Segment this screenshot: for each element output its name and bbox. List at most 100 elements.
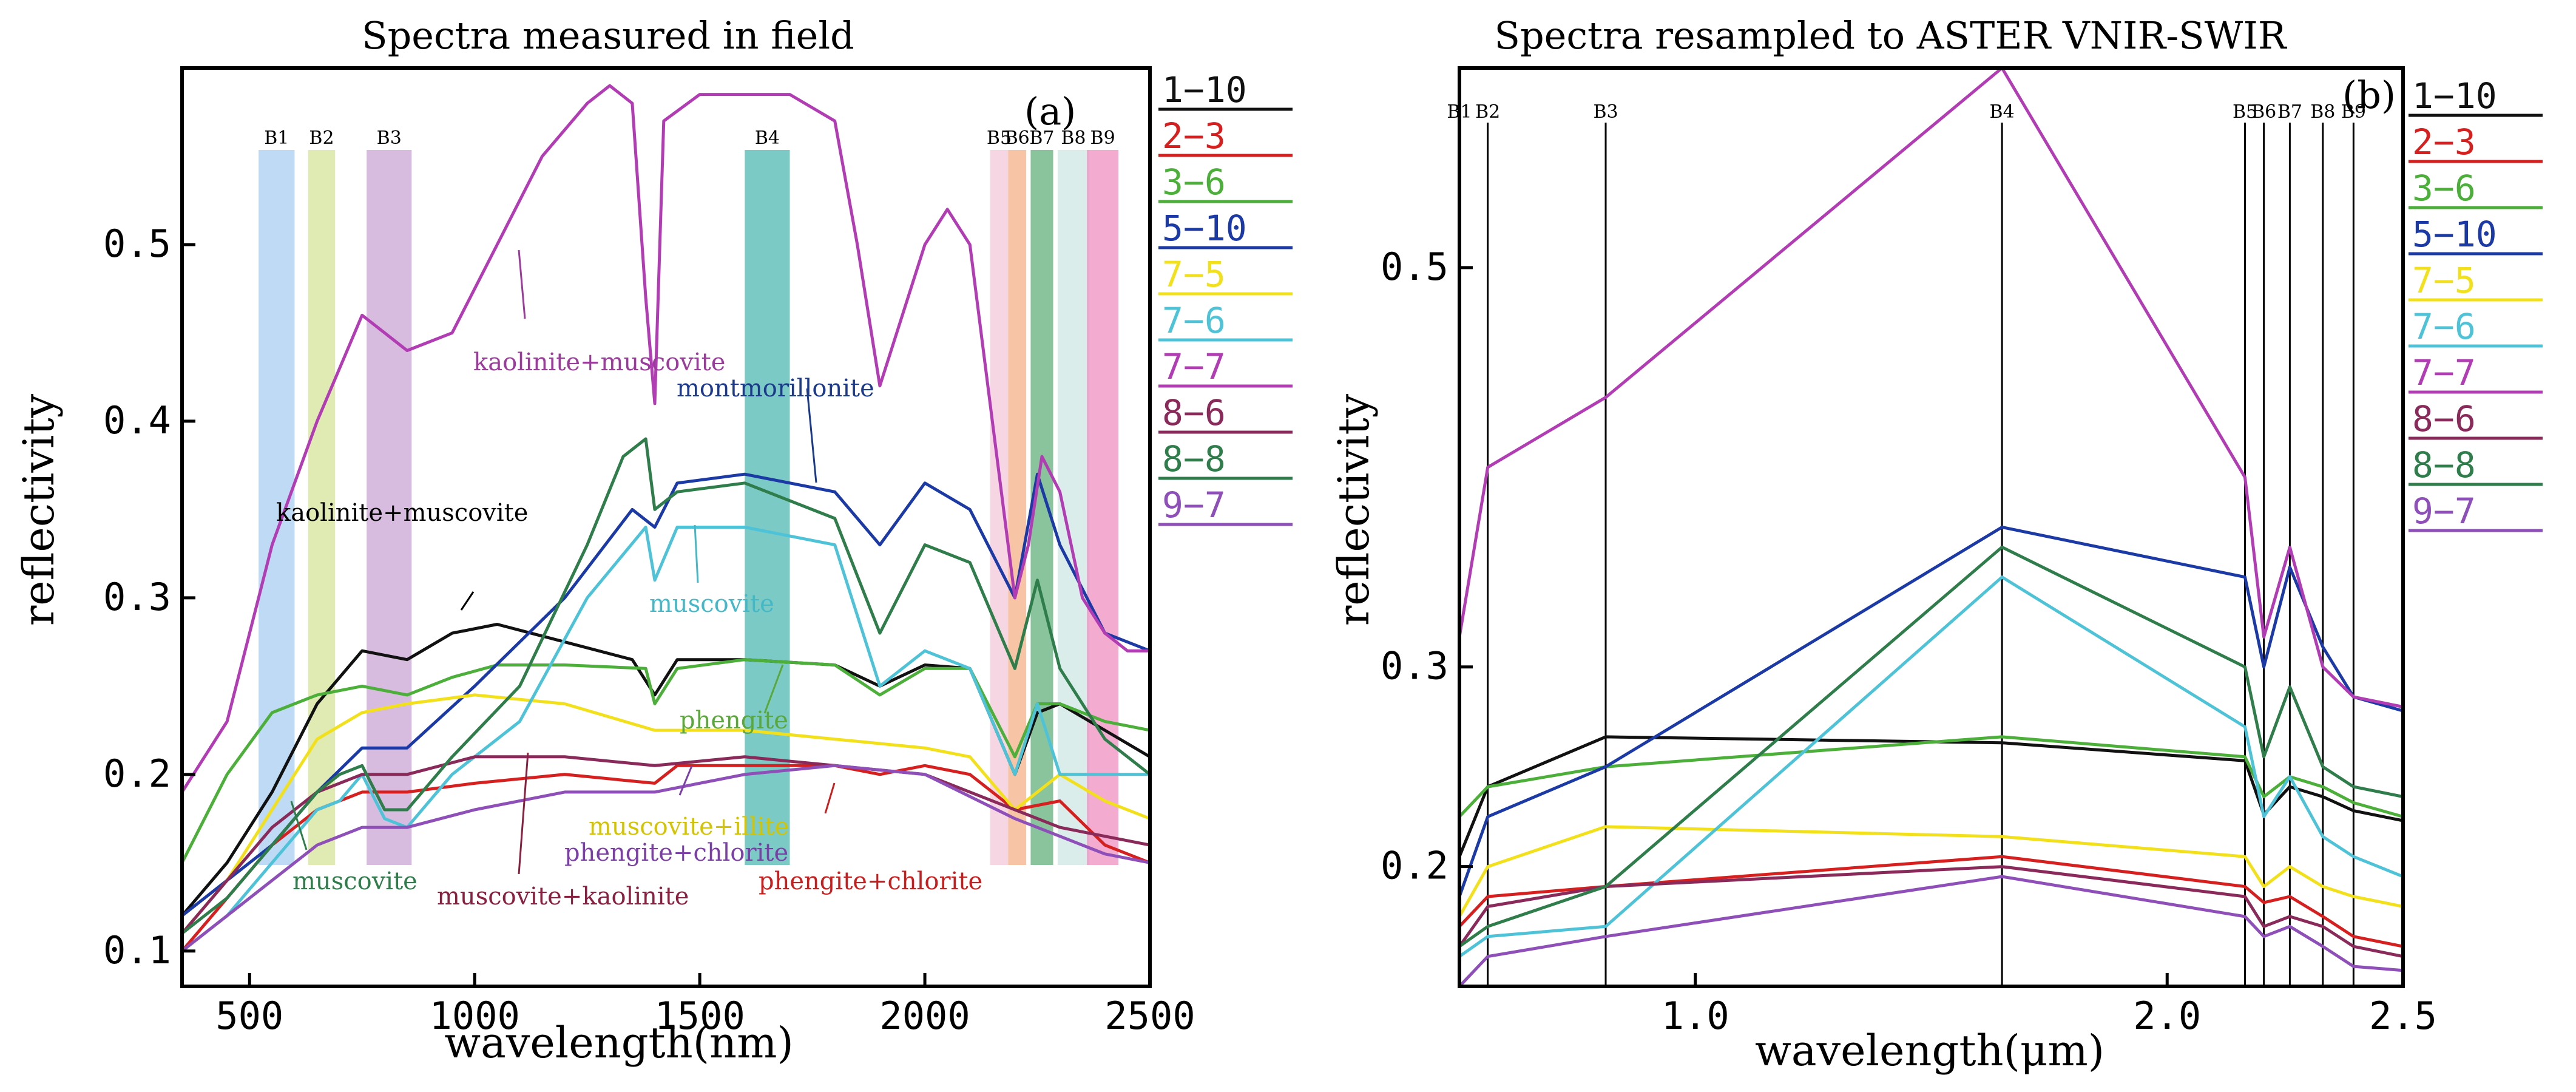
band-label-b8: B8 <box>2310 101 2335 123</box>
series-5-10 <box>1458 526 2404 897</box>
y-tick-label: 0.2 <box>1381 844 1449 888</box>
series-8-8 <box>1458 545 2404 948</box>
series-5-10 <box>181 472 1151 917</box>
x-tick-label: 2.5 <box>2369 994 2437 1038</box>
annotation-muscovite-1: muscovite <box>649 590 774 618</box>
band-label-b3: B3 <box>377 127 402 149</box>
legend-label: 3−6 <box>2412 168 2476 209</box>
x-tick-label: 2000 <box>879 994 970 1038</box>
band-label-b7: B7 <box>2277 101 2302 123</box>
panel-b-legend: 1−102−3 3−6 5−10 7−5 7−6 7−7 8−6 8−89−7 <box>2409 75 2543 532</box>
x-tick-label: 1500 <box>654 994 745 1038</box>
legend-label: 2−3 <box>1162 115 1226 157</box>
band-label-b8: B8 <box>1061 127 1086 149</box>
annotation-phengite: phengite <box>680 707 788 734</box>
annotation-arrow <box>824 782 836 814</box>
band-b9 <box>1087 150 1119 865</box>
x-tick-label: 2500 <box>1104 994 1195 1038</box>
legend-label: 7−5 <box>1162 254 1226 295</box>
panel-a-ylabel: reflectivity <box>14 393 64 626</box>
band-label-b9: B9 <box>1090 127 1115 149</box>
panel-a-axes: 500 1000 1500 2000 2500 0.1 0.2 0.3 0.4 0.5 <box>103 222 1195 1038</box>
annotation-arrow <box>763 664 784 714</box>
annotation-kaolinite-muscovite-2: kaolinite+muscovite <box>276 499 528 527</box>
band-b1 <box>259 150 295 865</box>
y-tick-label: 0.4 <box>103 398 171 443</box>
band-label-b3: B3 <box>1593 101 1618 123</box>
series-3-6 <box>180 658 1151 864</box>
annotation-arrow <box>694 524 699 583</box>
band-label-b4: B4 <box>1990 101 2015 123</box>
y-tick-label: 0.5 <box>1381 245 1449 289</box>
legend-label: 7−6 <box>2412 306 2476 347</box>
panel-b: Spectra resampled to ASTER VNIR-SWIR B1 B… <box>1329 13 2543 1076</box>
panel-b-ylabel: reflectivity <box>1329 393 1379 626</box>
legend-label: 8−6 <box>1162 392 1226 433</box>
series-7-6 <box>181 526 1150 952</box>
band-label-b6: B6 <box>2251 101 2276 123</box>
x-tick-label: 500 <box>215 994 283 1038</box>
panel-a-legend: 1−10 2−33−6 5−10 7−5 7−6 7−7 8−6 8−89−7 <box>1158 69 1293 526</box>
legend-label: 9−7 <box>2412 490 2476 532</box>
series-9-7 <box>181 764 1151 952</box>
panel-b-axes: 1.0 2.0 2.5 0.2 0.3 0.5 <box>1381 245 2437 1038</box>
legend-label: 5−10 <box>2412 214 2497 255</box>
legend-label: 9−7 <box>1162 484 1226 526</box>
panel-b-series <box>1458 66 2404 988</box>
legend-label: 5−10 <box>1162 208 1247 249</box>
legend-label: 7−5 <box>2412 260 2476 301</box>
panel-a-title: Spectra measured in field <box>362 13 854 58</box>
legend-label: 7−7 <box>2412 352 2476 393</box>
band-b6 <box>1008 150 1026 865</box>
series-1-10 <box>1458 735 2404 858</box>
series-7-7 <box>180 84 1150 793</box>
band-b5 <box>990 150 1009 865</box>
band-b3 <box>367 150 412 865</box>
legend-label: 8−8 <box>2412 444 2476 486</box>
legend-label: 3−6 <box>1162 161 1226 203</box>
annotation-montmorillonite: montmorillonite <box>677 375 874 402</box>
legend-label: 8−8 <box>1162 438 1226 480</box>
y-tick-label: 0.3 <box>103 575 171 619</box>
panel-b-label: (b) <box>2342 73 2396 117</box>
panel-b-title: Spectra resampled to ASTER VNIR-SWIR <box>1494 13 2287 58</box>
panel-a-frame <box>180 66 1152 988</box>
x-tick-label: 1.0 <box>1662 994 1729 1038</box>
annotation-arrow <box>290 801 308 850</box>
panel-a-annotations: kaolinite+muscovite montmorillonite kaol… <box>276 249 982 911</box>
annotation-muscovite-illite: muscovite+illite <box>589 813 789 841</box>
band-label-b2: B2 <box>309 127 334 149</box>
series-7-7 <box>1458 66 2404 708</box>
series-7-5 <box>1458 825 2404 918</box>
panel-a-label: (a) <box>1024 89 1076 134</box>
band-label-b1: B1 <box>264 127 289 149</box>
annotation-arrow <box>518 752 529 875</box>
panel-a-series <box>180 84 1151 952</box>
panel-b-frame <box>1458 66 2405 988</box>
band-label-b4: B4 <box>755 127 780 149</box>
band-label-b6: B6 <box>1005 127 1030 149</box>
series-2-3 <box>1458 855 2404 948</box>
series-8-6 <box>1458 865 2404 958</box>
legend-label: 7−6 <box>1162 300 1226 341</box>
panel-a-xlabel: wavelength(nm) <box>444 1018 794 1068</box>
annotation-arrow <box>678 765 693 796</box>
band-b4 <box>745 150 790 865</box>
x-tick-label: 1000 <box>430 994 520 1038</box>
band-label-b5: B5 <box>2233 101 2257 123</box>
legend-label: 7−7 <box>1162 346 1226 387</box>
band-label-b5: B5 <box>987 127 1012 149</box>
band-label-b2: B2 <box>1475 101 1500 123</box>
y-tick-label: 0.5 <box>103 222 171 266</box>
band-label-b7: B7 <box>1029 127 1054 149</box>
y-tick-label: 0.1 <box>103 928 171 972</box>
x-tick-label: 2.0 <box>2133 994 2201 1038</box>
panel-b-xlabel: wavelength(μm) <box>1755 1026 2104 1076</box>
annotation-muscovite-2: muscovite <box>292 867 418 895</box>
band-label-b9: B9 <box>2341 101 2366 123</box>
y-tick-label: 0.2 <box>103 751 171 796</box>
annotation-arrow <box>460 591 475 611</box>
